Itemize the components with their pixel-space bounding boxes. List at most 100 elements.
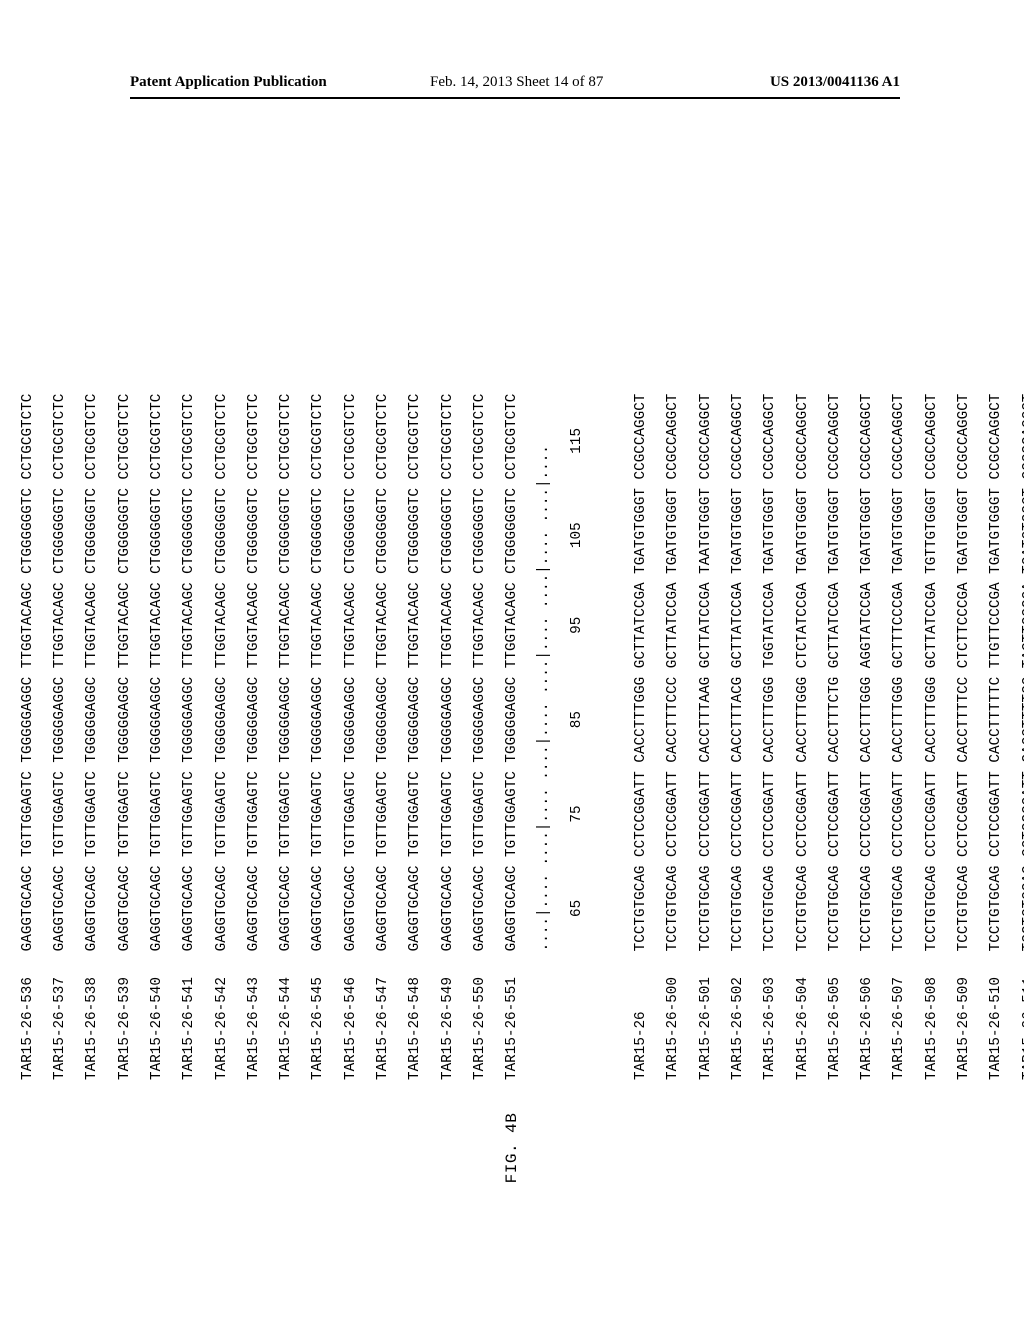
sequence-data: TCCTGTGCAG CCTCCGGATT CACCTTTTCC CTCTTCC… (956, 394, 972, 952)
sequence-name: TAR15-26-506 (859, 951, 875, 1080)
alignment-row: TAR15-26-535 GAGGTGCAGC TGTTGGAGTC TGGGG… (0, 200, 4, 1080)
alignment-row: TAR15-26-508 TCCTGTGCAG CCTCCGGATT CACCT… (924, 200, 940, 1080)
sequence-data: GAGGTGCAGC TGTTGGAGTC TGGGGGAGGC TTGGTAC… (149, 394, 165, 952)
sequence-data: 65 75 85 95 105 115 (568, 394, 584, 952)
sequence-data: GAGGTGCAGC TGTTGGAGTC TGGGGGAGGC TTGGTAC… (0, 394, 4, 952)
sequence-name: TAR15-26-540 (149, 951, 165, 1080)
sequence-name: TAR15-26-544 (278, 951, 294, 1080)
alignment-row: TAR15-26-503 TCCTGTGCAG CCTCCGGATT CACCT… (762, 200, 778, 1080)
sequence-name (568, 951, 584, 1080)
sequence-data: TCCTGTGCAG CCTCCGGATT CACCTTTACG GCTTATC… (730, 394, 746, 952)
header-rule (130, 97, 900, 99)
sequence-name: TAR15-26-509 (956, 951, 972, 1080)
sequence-name: TAR15-26-502 (730, 951, 746, 1080)
sequence-data: GAGGTGCAGC TGTTGGAGTC TGGGGGAGGC TTGGTAC… (310, 394, 326, 952)
alignment-row: TAR15-26-502 TCCTGTGCAG CCTCCGGATT CACCT… (730, 200, 746, 1080)
alignment-row: TAR15-26-538 GAGGTGCAGC TGTTGGAGTC TGGGG… (84, 200, 100, 1080)
sequence-name: TAR15-26-546 (343, 951, 359, 1080)
alignment-row: TAR15-26-547 GAGGTGCAGC TGTTGGAGTC TGGGG… (375, 200, 391, 1080)
sequence-name: TAR15-26-543 (246, 951, 262, 1080)
sequence-name: TAR15-26-508 (924, 951, 940, 1080)
sequence-data: TCCTGTGCAG CCTCCGGATT CACCTTTGGG GCTTATC… (924, 394, 940, 952)
sequence-data: TCCTGTGCAG CCTCCGGATT CACCTTTCCC GCTTATC… (665, 394, 681, 952)
sequence-data: GAGGTGCAGC TGTTGGAGTC TGGGGGAGGC TTGGTAC… (343, 394, 359, 952)
sequence-name: TAR15-26-550 (472, 951, 488, 1080)
sequence-name: TAR15-26-541 (181, 951, 197, 1080)
alignment-row: TAR15-26-550 GAGGTGCAGC TGTTGGAGTC TGGGG… (472, 200, 488, 1080)
sequence-name: TAR15-26-536 (20, 951, 36, 1080)
alignment-row: TAR15-26-544 GAGGTGCAGC TGTTGGAGTC TGGGG… (278, 200, 294, 1080)
sequence-name (536, 951, 552, 1080)
sequence-alignment: TAR15-26-533 GAGGTGCAGC TGTTGGAGTC TGGGG… (0, 200, 1024, 1080)
alignment-row: TAR15-26-500 TCCTGTGCAG CCTCCGGATT CACCT… (665, 200, 681, 1080)
sequence-data: GAGGTGCAGC TGTTGGAGTC TGGGGGAGGC TTGGTAC… (407, 394, 423, 952)
sequence-data: TCCTGTGCAG CCTCCGGATT CACCTTTGGG AGGTATC… (859, 394, 875, 952)
figure-label: FIG. 4B (503, 1113, 521, 1184)
sequence-name: TAR15-26-503 (762, 951, 778, 1080)
sequence-name: TAR15-26-504 (794, 951, 810, 1080)
sequence-data: GAGGTGCAGC TGTTGGAGTC TGGGGGAGGC TTGGTAC… (84, 394, 100, 952)
sequence-data: TCCTGTGCAG CCTCCGGATT CACCTTTGGG TGGTATC… (762, 394, 778, 952)
alignment-row: TAR15-26-543 GAGGTGCAGC TGTTGGAGTC TGGGG… (246, 200, 262, 1080)
sequence-name: TAR15-26 (633, 951, 649, 1080)
alignment-row: TAR15-26-505 TCCTGTGCAG CCTCCGGATT CACCT… (827, 200, 843, 1080)
alignment-row: TAR15-26-548 GAGGTGCAGC TGTTGGAGTC TGGGG… (407, 200, 423, 1080)
sequence-data: TCCTGTGCAG CCTCCGGATT CACCTTTGGG GCTTATC… (633, 394, 649, 952)
alignment-row: 65 75 85 95 105 115 (568, 200, 584, 1080)
alignment-row: TAR15-26-511 TCCTGTGCAG CCTCCGGATT CACCT… (1020, 200, 1024, 1080)
alignment-row: TAR15-26-546 GAGGTGCAGC TGTTGGAGTC TGGGG… (343, 200, 359, 1080)
alignment-row: TAR15-26-541 GAGGTGCAGC TGTTGGAGTC TGGGG… (181, 200, 197, 1080)
sequence-data: GAGGTGCAGC TGTTGGAGTC TGGGGGAGGC TTGGTAC… (213, 394, 229, 952)
sequence-data: TCCTGTGCAG CCTCCGGATT CACCTTTCTG GCTTATC… (827, 394, 843, 952)
alignment-row: TAR15-26-510 TCCTGTGCAG CCTCCGGATT CACCT… (988, 200, 1004, 1080)
alignment-row (601, 200, 617, 1080)
sequence-name: TAR15-26-511 (1020, 951, 1024, 1080)
sequence-data: TCCTGTGCAG CCTCCGGATT CACCTTTGGG CTCTATC… (794, 394, 810, 952)
sequence-data: TCCTGTGCAG CCTCCGGATT CACCTTTGGG GCTTTCC… (891, 394, 907, 952)
alignment-row: TAR15-26-501 TCCTGTGCAG CCTCCGGATT CACCT… (698, 200, 714, 1080)
page: Patent Application Publication Feb. 14, … (0, 0, 1024, 1320)
sequence-name: TAR15-26-547 (375, 951, 391, 1080)
sequence-data: GAGGTGCAGC TGTTGGAGTC TGGGGGAGGC TTGGTAC… (117, 394, 133, 952)
sequence-name: TAR15-26-535 (0, 951, 4, 1080)
sequence-data: GAGGTGCAGC TGTTGGAGTC TGGGGGAGGC TTGGTAC… (472, 394, 488, 952)
header-left: Patent Application Publication (130, 74, 327, 91)
sequence-name: TAR15-26-538 (84, 951, 100, 1080)
sequence-data: ....|.... ....|.... ....|.... ....|.... … (536, 445, 552, 951)
alignment-row: TAR15-26-551 GAGGTGCAGC TGTTGGAGTC TGGGG… (504, 200, 520, 1080)
sequence-data: GAGGTGCAGC TGTTGGAGTC TGGGGGAGGC TTGGTAC… (504, 394, 520, 952)
alignment-row: TAR15-26-542 GAGGTGCAGC TGTTGGAGTC TGGGG… (213, 200, 229, 1080)
sequence-name: TAR15-26-537 (52, 951, 68, 1080)
sequence-data: GAGGTGCAGC TGTTGGAGTC TGGGGGAGGC TTGGTAC… (375, 394, 391, 952)
alignment-row: ....|.... ....|.... ....|.... ....|.... … (536, 200, 552, 1080)
alignment-row: TAR15-26-506 TCCTGTGCAG CCTCCGGATT CACCT… (859, 200, 875, 1080)
sequence-data: GAGGTGCAGC TGTTGGAGTC TGGGGGAGGC TTGGTAC… (278, 394, 294, 952)
sequence-data: GAGGTGCAGC TGTTGGAGTC TGGGGGAGGC TTGGTAC… (181, 394, 197, 952)
sequence-name (601, 951, 617, 1080)
sequence-data: GAGGTGCAGC TGTTGGAGTC TGGGGGAGGC TTGGTAC… (246, 394, 262, 952)
sequence-name: TAR15-26-548 (407, 951, 423, 1080)
sequence-name: TAR15-26-539 (117, 951, 133, 1080)
sequence-name: TAR15-26-542 (213, 951, 229, 1080)
header-middle: Feb. 14, 2013 Sheet 14 of 87 (430, 74, 603, 91)
alignment-row: TAR15-26-537 GAGGTGCAGC TGTTGGAGTC TGGGG… (52, 200, 68, 1080)
sequence-data: GAGGTGCAGC TGTTGGAGTC TGGGGGAGGC TTGGTAC… (52, 394, 68, 952)
sequence-data: TCCTGTGCAG CCTCCGGATT CACCTTTTCG TACTTCC… (1020, 394, 1024, 952)
sequence-name: TAR15-26-507 (891, 951, 907, 1080)
sequence-name: TAR15-26-551 (504, 951, 520, 1080)
alignment-row: TAR15-26-539 GAGGTGCAGC TGTTGGAGTC TGGGG… (117, 200, 133, 1080)
sequence-name: TAR15-26-545 (310, 951, 326, 1080)
sequence-data: TCCTGTGCAG CCTCCGGATT CACCTTTTTC TTGTTCC… (988, 394, 1004, 952)
alignment-row: TAR15-26-507 TCCTGTGCAG CCTCCGGATT CACCT… (891, 200, 907, 1080)
sequence-name: TAR15-26-510 (988, 951, 1004, 1080)
sequence-name: TAR15-26-505 (827, 951, 843, 1080)
sequence-name: TAR15-26-500 (665, 951, 681, 1080)
sequence-name: TAR15-26-549 (439, 951, 455, 1080)
alignment-row: TAR15-26-504 TCCTGTGCAG CCTCCGGATT CACCT… (794, 200, 810, 1080)
sequence-data: TCCTGTGCAG CCTCCGGATT CACCTTTAAG GCTTATC… (698, 394, 714, 952)
alignment-row: TAR15-26-536 GAGGTGCAGC TGTTGGAGTC TGGGG… (20, 200, 36, 1080)
header-right: US 2013/0041136 A1 (770, 74, 900, 91)
alignment-container: TAR15-26-533 GAGGTGCAGC TGTTGGAGTC TGGGG… (0, 200, 1024, 1080)
sequence-data: GAGGTGCAGC TGTTGGAGTC TGGGGGAGGC TTGGTAC… (439, 394, 455, 952)
alignment-row: TAR15-26-509 TCCTGTGCAG CCTCCGGATT CACCT… (956, 200, 972, 1080)
